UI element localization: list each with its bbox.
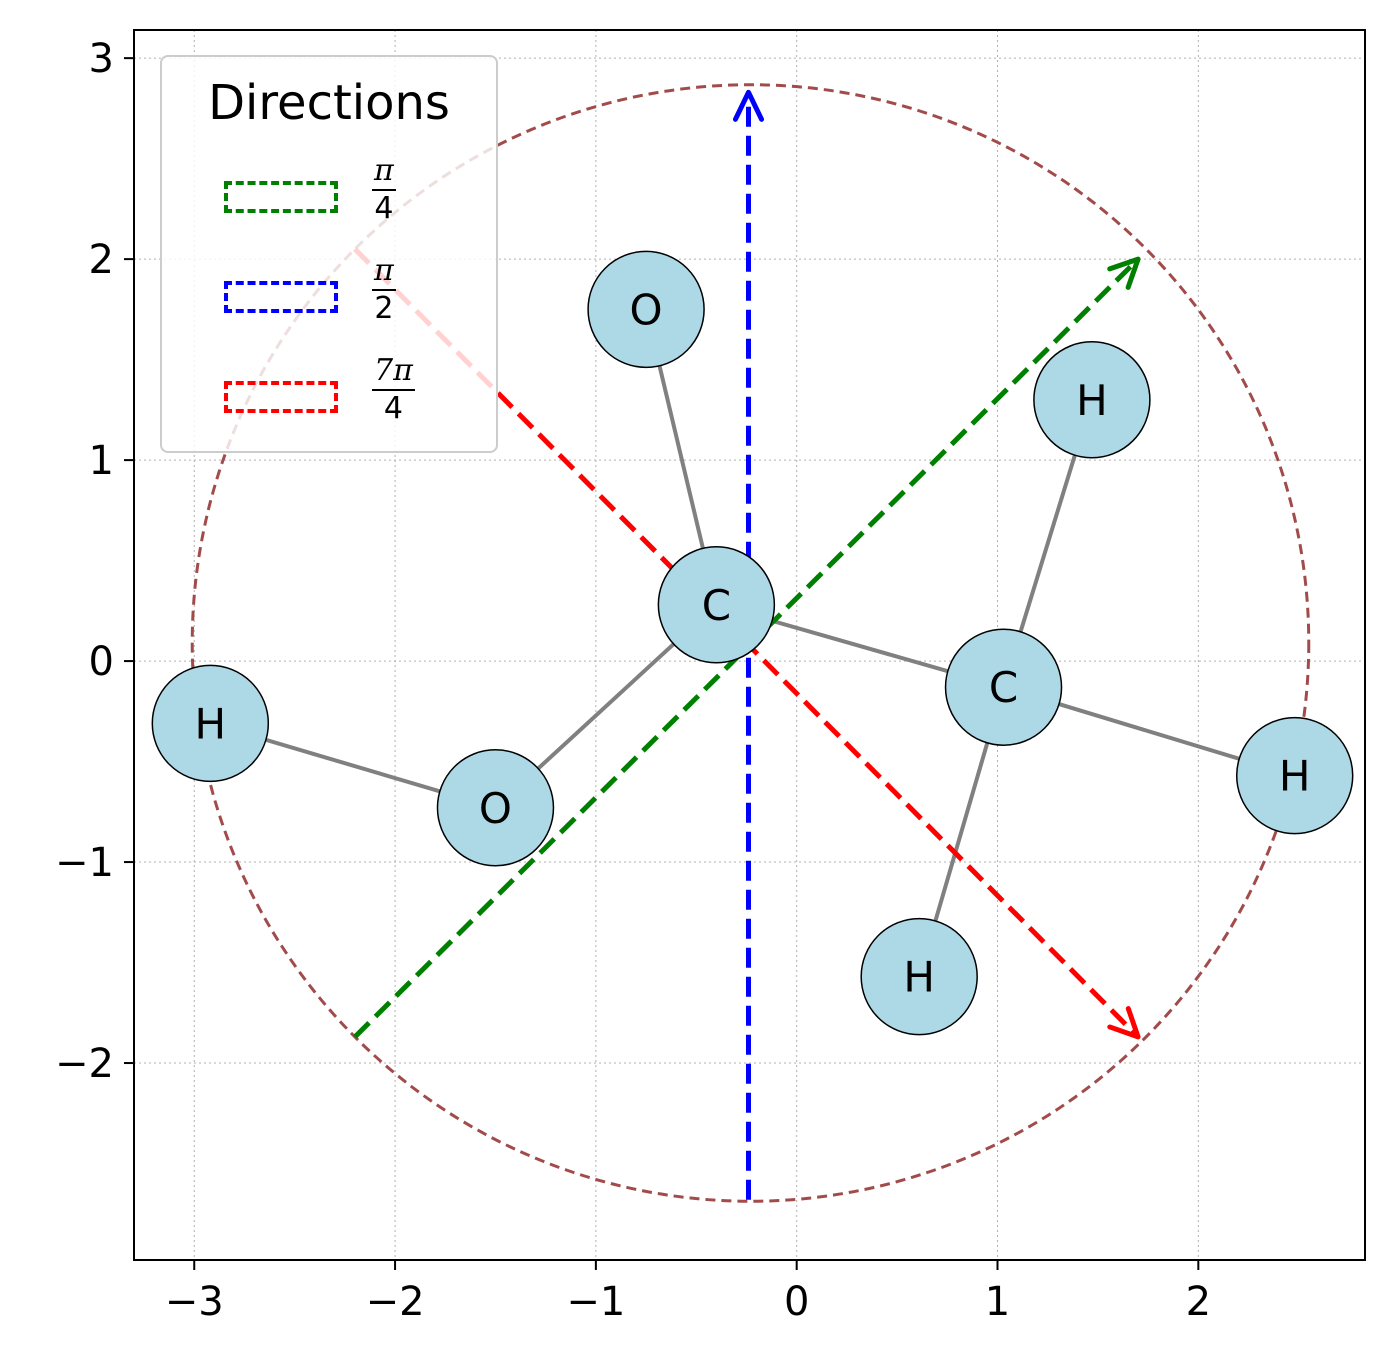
atom-circle xyxy=(944,628,1063,746)
x-tick-label: 0 xyxy=(784,1279,809,1325)
plot-frame xyxy=(133,29,1366,1261)
y-tick-label: 0 xyxy=(89,639,114,685)
atom-circle xyxy=(657,546,776,664)
atom-label: H xyxy=(195,699,227,748)
arrow-head-7pi-over-4 xyxy=(1107,1006,1141,1040)
atom-C: C xyxy=(657,546,776,664)
atom-circle xyxy=(587,250,705,369)
x-tick-label: 2 xyxy=(1186,1279,1211,1325)
arrow-head-pi-over-2 xyxy=(732,89,765,122)
arrow-head-pi-over-4 xyxy=(1107,256,1141,290)
atom-H: H xyxy=(1235,716,1354,835)
y-tick-label: 3 xyxy=(89,36,114,82)
legend-swatch-green xyxy=(224,181,338,213)
atom-circle xyxy=(436,749,555,867)
y-tick-label: 1 xyxy=(89,438,114,484)
legend-swatch-blue xyxy=(224,281,338,313)
atom-label: H xyxy=(1279,752,1311,801)
y-tick-label: 2 xyxy=(89,237,114,283)
atom-circle xyxy=(860,917,978,1036)
atom-circle xyxy=(1033,341,1151,459)
atom-label: O xyxy=(479,784,512,833)
atom-O: O xyxy=(587,250,705,369)
atom-label: C xyxy=(989,663,1018,712)
legend-title: Directions xyxy=(208,75,450,131)
y-tick-label: −1 xyxy=(55,840,114,886)
atoms: C C O O H H H H xyxy=(151,250,1354,1036)
atom-label: C xyxy=(702,581,731,630)
axis-ticks: −3 −2 −1 0 1 2 −2 −1 0 1 2 3 xyxy=(55,36,1211,1325)
atom-label: O xyxy=(630,285,663,334)
atom-label: H xyxy=(1076,376,1108,425)
y-tick-label: −2 xyxy=(55,1041,114,1087)
x-tick-label: −1 xyxy=(566,1279,625,1325)
legend-label-7pi-over-4: 7π 4 xyxy=(372,353,415,426)
atom-O: O xyxy=(436,749,555,867)
atom-circle xyxy=(151,664,270,783)
dashed-circle xyxy=(190,83,1311,1203)
atom-label: H xyxy=(903,953,935,1002)
legend-entry-7pi-over-4: 7π 4 xyxy=(162,347,496,447)
atom-circle xyxy=(1235,716,1354,835)
reference-circle xyxy=(190,83,1311,1203)
x-tick-label: 1 xyxy=(985,1279,1010,1325)
x-tick-label: −3 xyxy=(165,1279,224,1325)
x-tick-label: −2 xyxy=(366,1279,425,1325)
atom-C: C xyxy=(944,628,1063,746)
atom-H: H xyxy=(151,664,270,783)
atom-H: H xyxy=(860,917,978,1036)
atom-H: H xyxy=(1033,341,1151,459)
legend-swatch-red xyxy=(224,381,338,413)
